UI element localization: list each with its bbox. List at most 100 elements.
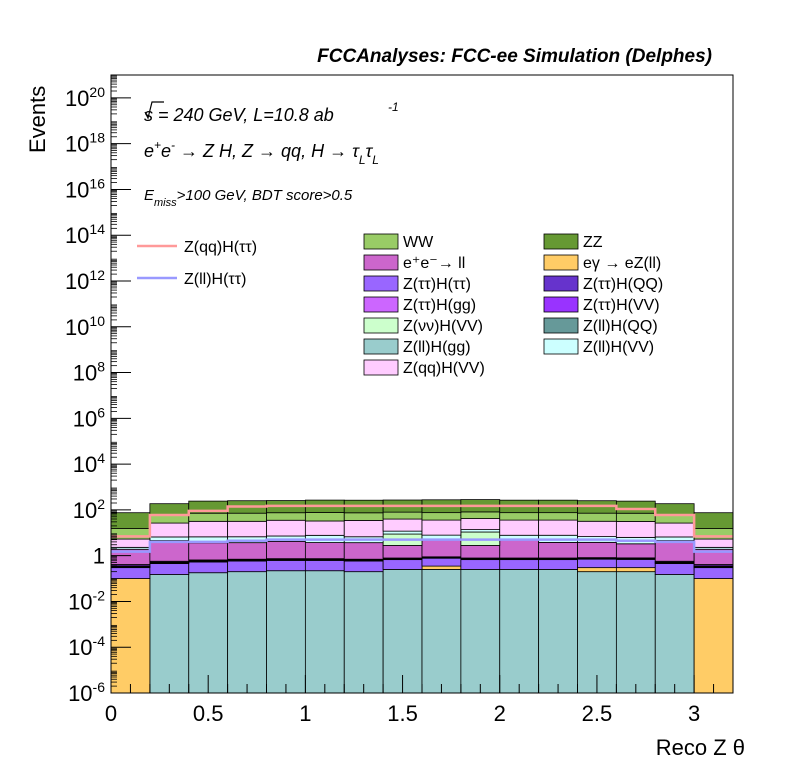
legend-label: Z(ll)H(gg) — [403, 339, 471, 356]
y-tick-label: 10-4 — [68, 633, 105, 660]
bar — [499, 512, 540, 521]
bar — [615, 512, 656, 522]
legend: Z(qq)H(ττ) Z(ll)H(ττ) WW ZZ e⁺e⁻→ ll eγ → eZ(… — [137, 233, 663, 377]
bar — [266, 560, 306, 572]
x-tick-label: 3 — [688, 701, 700, 726]
bar — [382, 530, 423, 535]
x-tick-label: 1.5 — [387, 701, 418, 726]
bar — [188, 520, 229, 538]
y-tick-label: 10-6 — [68, 679, 105, 706]
y-tick-label: 1016 — [65, 175, 105, 202]
legend-entry-12: Z(qq)H(VV) — [363, 359, 485, 377]
y-tick-label: 1012 — [65, 267, 105, 294]
annotation-line1: s = 240 GeV, L=10.8 ab — [144, 105, 334, 125]
stacked-bars — [110, 499, 734, 694]
y-tick-label: 1014 — [65, 221, 105, 248]
legend-entry-5: Z(ττ)H(QQ) — [543, 275, 663, 293]
bar — [615, 571, 656, 694]
legend-swatch — [363, 254, 399, 271]
bar — [499, 519, 540, 536]
bar — [110, 567, 151, 579]
series-0 — [149, 569, 695, 694]
bar — [110, 578, 151, 694]
y-tick-label: 102 — [73, 496, 105, 523]
legend-label: e⁺e⁻→ ll — [403, 255, 465, 272]
legend-entry-4: Z(ττ)H(ττ) — [363, 275, 471, 293]
bar — [188, 561, 229, 574]
legend-label: Z(qq)H(VV) — [403, 360, 485, 377]
legend-label: Z(νν)H(VV) — [403, 318, 483, 335]
legend-swatch — [363, 233, 399, 250]
x-tick-label: 2 — [494, 701, 506, 726]
bar — [538, 512, 578, 521]
bar — [615, 500, 656, 514]
legend-entry-9: Z(ll)H(QQ) — [543, 317, 658, 335]
annotation-line2: e+e- → Z H, Z → qq, H → τLτL — [144, 138, 379, 167]
bar — [654, 515, 695, 524]
bar — [577, 512, 617, 522]
legend-entry-10: Z(ll)H(gg) — [363, 338, 471, 356]
header-title: FCCAnalyses: FCC-ee Simulation (Delphes) — [317, 46, 712, 67]
bar — [654, 536, 695, 541]
sqrt-icon — [144, 101, 164, 120]
bar — [149, 540, 190, 562]
bar — [266, 540, 306, 560]
bar — [188, 572, 229, 694]
legend-swatch — [543, 338, 579, 355]
bar — [538, 542, 578, 559]
legend-swatch — [363, 359, 399, 376]
bar — [149, 515, 190, 524]
legend-label: Z(ll)H(QQ) — [583, 318, 658, 335]
bar — [460, 518, 501, 530]
bar — [343, 560, 384, 573]
bar — [460, 545, 501, 559]
legend-swatch — [543, 233, 579, 250]
bar — [227, 560, 267, 573]
legend-entry-2: e⁺e⁻→ ll — [363, 254, 465, 272]
y-tick-label: 1020 — [65, 84, 105, 111]
legend-label: Z(ττ)H(VV) — [583, 297, 660, 314]
bar — [343, 512, 384, 521]
legend-swatch — [363, 296, 399, 313]
bar — [421, 565, 462, 570]
legend-swatch — [363, 317, 399, 334]
bar — [654, 563, 695, 575]
series-10 — [110, 518, 734, 548]
legend-entry-11: Z(ll)H(VV) — [543, 338, 654, 356]
bar — [577, 520, 617, 537]
bar — [304, 570, 345, 694]
y-tick-label: 1010 — [65, 313, 105, 340]
bar — [227, 571, 267, 694]
bar — [421, 569, 462, 694]
bar — [693, 538, 734, 548]
bar — [304, 511, 345, 522]
bar — [654, 522, 695, 538]
series-1 — [110, 565, 734, 694]
bar — [149, 536, 190, 541]
legend-label: Z(ll)H(ττ) — [184, 271, 246, 288]
legend-label: Z(ττ)H(ττ) — [403, 276, 471, 293]
annotation-line3: Emiss>100 GeV, BDT score>0.5 — [144, 187, 353, 209]
bar — [266, 512, 306, 521]
bar — [110, 538, 151, 548]
x-tick-label: 0 — [105, 701, 117, 726]
bar — [382, 511, 423, 520]
legend-entry-6: Z(ττ)H(gg) — [363, 296, 476, 314]
annotation-line1-exponent: -1 — [388, 100, 399, 114]
bar — [266, 519, 306, 537]
legend-label: Z(ll)H(VV) — [583, 339, 654, 356]
bar — [577, 567, 617, 573]
y-tick-label: 106 — [73, 404, 105, 431]
bar — [421, 512, 462, 521]
bar — [149, 522, 190, 538]
legend-entry-7: Z(ττ)H(VV) — [543, 296, 660, 314]
bar — [654, 540, 695, 562]
x-tick-label: 1 — [299, 701, 311, 726]
bar — [693, 578, 734, 694]
y-tick-label: 10-2 — [68, 587, 105, 614]
bar — [343, 542, 384, 560]
y-tick-label: 104 — [73, 450, 105, 477]
bar — [188, 512, 229, 522]
y-tick-label: 1 — [93, 544, 105, 569]
